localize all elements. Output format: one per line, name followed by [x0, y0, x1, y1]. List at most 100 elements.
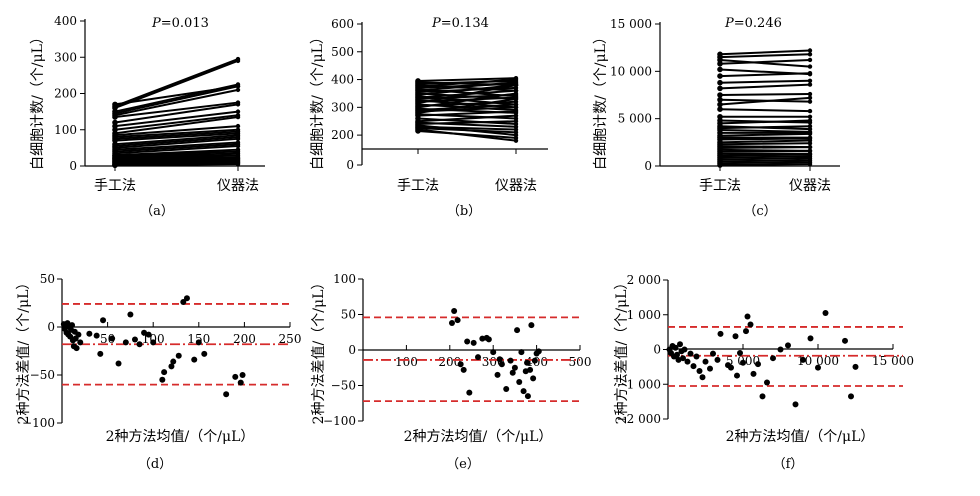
- data-point: [717, 85, 723, 92]
- data-point: [717, 101, 723, 108]
- data-point: [131, 336, 138, 343]
- data-point: [170, 358, 177, 365]
- data-point: [454, 317, 461, 324]
- data-point: [511, 364, 518, 371]
- data-point: [743, 328, 749, 335]
- data-point: [807, 91, 813, 97]
- x-axis-label: 2种方法均值/（个/μL）: [404, 429, 553, 445]
- data-point: [684, 358, 691, 365]
- y-tick-label: 300: [331, 100, 354, 114]
- data-point: [717, 66, 723, 73]
- y-axis-label: 白细胞计数/（个/μL）: [593, 30, 609, 170]
- y-tick-label: 5 000: [618, 112, 652, 126]
- y-tick-label: 0: [653, 343, 661, 357]
- data-point: [237, 379, 244, 386]
- data-point: [460, 366, 467, 373]
- data-point: [717, 79, 723, 86]
- chart-panel-e: −100−500501001002003004005002种方法均值/（个/μL…: [311, 272, 591, 472]
- y-tick-label: 0: [346, 158, 354, 172]
- pair-line: [114, 130, 239, 140]
- data-point: [531, 357, 538, 364]
- pair-line: [719, 125, 811, 130]
- category-label: 手工法: [699, 178, 741, 194]
- data-point: [717, 106, 723, 112]
- y-tick-label: 0: [69, 159, 77, 173]
- y-tick-label: 100: [54, 123, 77, 137]
- pair-line: [417, 110, 517, 117]
- category-label: 仪器法: [789, 178, 831, 194]
- pair-line: [719, 129, 811, 133]
- data-point: [235, 87, 241, 93]
- y-tick-label: 100: [333, 272, 356, 286]
- data-point: [235, 161, 241, 167]
- data-point: [681, 346, 688, 353]
- pair-line: [719, 93, 811, 96]
- data-point: [175, 352, 182, 359]
- data-point: [520, 388, 527, 395]
- data-point: [807, 82, 813, 87]
- data-point: [100, 317, 107, 324]
- pair-line: [719, 149, 811, 153]
- pair-line: [719, 157, 811, 161]
- y-tick-label: 500: [331, 45, 354, 59]
- data-point: [513, 135, 519, 141]
- y-tick-label: 600: [331, 17, 354, 31]
- data-point: [86, 330, 93, 337]
- data-point: [524, 393, 531, 400]
- data-point: [75, 331, 82, 338]
- data-point: [807, 64, 813, 69]
- data-point: [807, 335, 814, 342]
- y-tick-label: −50: [30, 368, 55, 382]
- pair-line: [719, 108, 811, 113]
- pair-line: [719, 142, 811, 146]
- data-point: [513, 130, 519, 135]
- data-point: [150, 339, 157, 346]
- data-point: [785, 342, 791, 349]
- data-point: [513, 82, 519, 88]
- data-point: [792, 401, 799, 408]
- data-point: [507, 357, 514, 364]
- y-tick-label: 300: [54, 50, 77, 64]
- data-point: [73, 345, 80, 352]
- data-point: [693, 353, 700, 360]
- data-point: [777, 346, 784, 353]
- data-point: [807, 57, 813, 63]
- data-point: [714, 356, 721, 363]
- p-symbol: P: [151, 16, 161, 31]
- panel-label: （f）: [773, 457, 804, 472]
- y-tick-label: −100: [22, 416, 55, 430]
- pair-line: [719, 49, 811, 56]
- pair-line: [417, 125, 517, 131]
- data-point: [513, 109, 519, 114]
- y-tick-label: 0: [348, 343, 356, 357]
- data-point: [815, 364, 821, 371]
- pair-line: [719, 137, 811, 141]
- data-point: [755, 361, 761, 368]
- y-tick-label: −100: [323, 414, 356, 428]
- data-point: [822, 310, 829, 317]
- panel-label: （e）: [446, 457, 480, 472]
- data-point: [451, 307, 458, 314]
- data-point: [509, 369, 516, 376]
- pair-line: [114, 137, 239, 149]
- data-point: [690, 363, 697, 370]
- p-value-label: P=0.246: [724, 16, 782, 31]
- pair-line: [719, 163, 811, 167]
- data-point: [201, 350, 208, 357]
- pair-line: [114, 59, 239, 109]
- data-point: [183, 295, 190, 302]
- pair-line: [719, 146, 811, 150]
- panel-label: （c）: [743, 204, 776, 219]
- y-axis-label: 2种方法差值/（个/μL）: [16, 276, 32, 425]
- data-point: [842, 337, 848, 344]
- data-point: [494, 371, 501, 378]
- pair-line: [417, 98, 517, 114]
- data-point: [122, 339, 129, 346]
- p-symbol: P: [724, 16, 734, 31]
- chart-panel-b: 200 300 400 500 600 0 手工法 仪器法 P=0.134 白细胞计数/（个/μL…: [310, 16, 548, 219]
- data-point: [415, 128, 421, 134]
- pair-line: [114, 88, 239, 117]
- data-point: [518, 349, 525, 356]
